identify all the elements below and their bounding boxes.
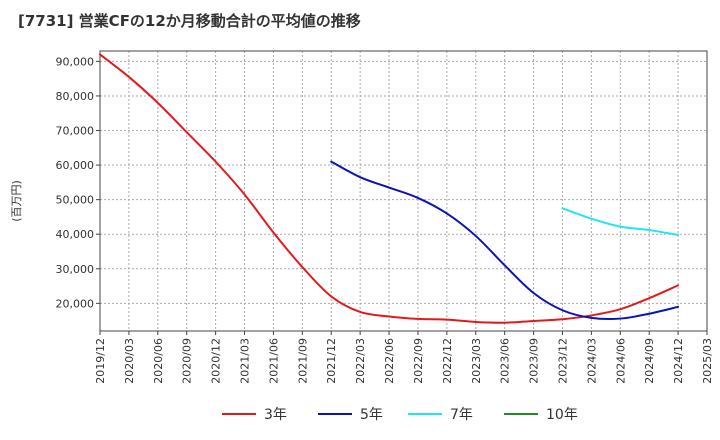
y-axis-label: (百万円) [10, 180, 23, 222]
y-tick-label: 80,000 [56, 90, 95, 103]
x-tick-label: 2021/03 [239, 338, 252, 384]
y-tick-label: 50,000 [56, 194, 95, 207]
x-tick-label: 2024/09 [643, 338, 656, 384]
x-tick-label: 2021/12 [325, 338, 338, 384]
x-tick-label: 2020/06 [152, 338, 165, 384]
grid-lines [100, 51, 707, 331]
legend-label-2: 5年 [360, 407, 383, 423]
x-tick-label: 2021/06 [267, 338, 280, 384]
x-tick-label: 2020/09 [181, 338, 194, 384]
y-tick-label: 60,000 [56, 159, 95, 172]
series-line-3 [561, 207, 680, 236]
x-tick-label: 2020/03 [123, 338, 136, 384]
y-tick-label: 70,000 [56, 125, 95, 138]
x-tick-label: 2022/06 [383, 338, 396, 384]
y-tick-label: 90,000 [56, 55, 95, 68]
x-tick-label: 2022/12 [441, 338, 454, 384]
x-tick-label: 2024/06 [614, 338, 627, 384]
x-tick-label: 2024/03 [585, 338, 598, 384]
x-tick-label: 2023/03 [470, 338, 483, 384]
y-tick-label: 40,000 [56, 228, 95, 241]
y-axis: 20,000 30,000 40,000 50,000 60,000 70,000 80,0… [56, 55, 100, 310]
x-tick-label: 2019/12 [94, 338, 107, 384]
legend-label-4: 10年 [546, 407, 578, 423]
x-tick-label: 2020/12 [210, 338, 223, 384]
series-lines [99, 53, 680, 324]
x-tick-label: 2023/06 [499, 338, 512, 384]
legend-label-1: 3年 [264, 407, 287, 423]
y-tick-label: 30,000 [56, 263, 95, 276]
x-tick-label: 2022/09 [412, 338, 425, 384]
plot-frame [99, 50, 708, 332]
legend-label-3: 7年 [450, 407, 473, 423]
x-tick-label: 2024/12 [672, 338, 685, 384]
x-tick-label: 2023/12 [556, 338, 569, 384]
y-tick-label: 20,000 [56, 297, 95, 310]
chart-title: [7731] 営業CFの12か月移動合計の平均値の推移 [18, 12, 361, 30]
x-tick-label: 2022/03 [354, 338, 367, 384]
x-axis: 2019/12 2020/03 2020/06 2020/09 2020/12 2021/… [94, 331, 714, 384]
x-tick-label: 2025/03 [701, 338, 714, 384]
series-line-2 [330, 160, 680, 321]
x-tick-label: 2023/09 [528, 338, 541, 384]
legend: 3年 5年 7年 10年 [222, 407, 578, 423]
x-tick-label: 2021/09 [296, 338, 309, 384]
